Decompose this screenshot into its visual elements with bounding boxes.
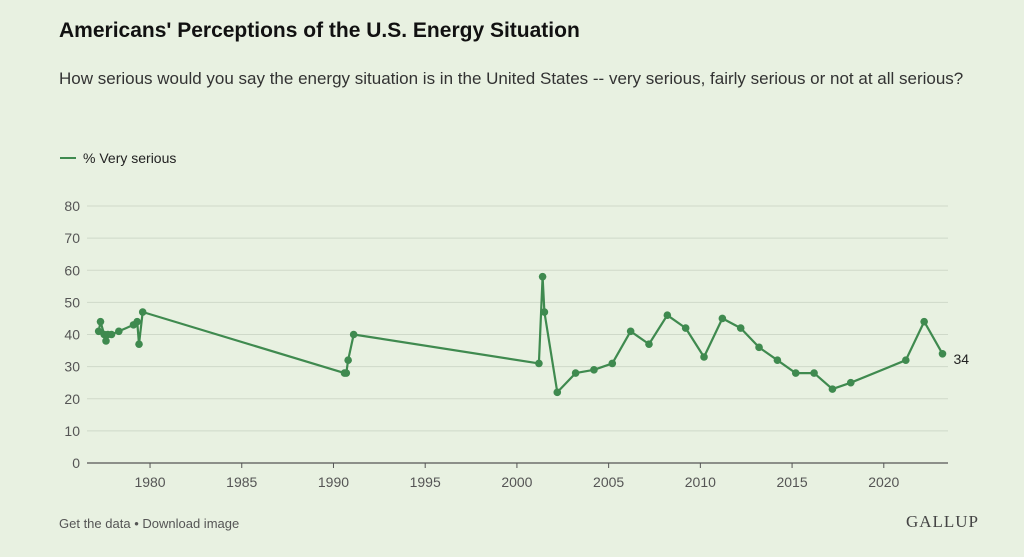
x-tick-label: 2000 [501, 474, 532, 490]
data-point [349, 330, 358, 339]
data-point [645, 340, 653, 348]
footer: Get the data • Download image [59, 516, 239, 531]
chart-subtitle: How serious would you say the energy sit… [59, 69, 964, 88]
data-point [538, 272, 547, 281]
y-tick-label: 10 [64, 423, 80, 439]
data-point [94, 327, 103, 336]
data-point [535, 359, 543, 368]
data-point [135, 340, 143, 348]
data-point [115, 327, 123, 336]
y-tick-label: 60 [64, 262, 80, 278]
data-point [342, 369, 351, 377]
y-tick-label: 70 [64, 230, 80, 246]
x-tick-label: 2005 [593, 474, 624, 490]
data-point [102, 337, 110, 345]
data-point [344, 356, 352, 365]
data-point [791, 369, 800, 377]
x-tick-label: 1990 [318, 474, 349, 490]
x-tick-label: 2020 [868, 474, 899, 490]
x-tick-label: 2010 [685, 474, 716, 490]
data-point [681, 324, 690, 332]
data-point [553, 388, 562, 397]
data-point [138, 308, 147, 316]
y-tick-label: 20 [64, 391, 80, 407]
data-point [608, 359, 617, 368]
data-point [133, 317, 141, 326]
legend: % Very serious [60, 150, 176, 166]
chart-title: Americans' Perceptions of the U.S. Energ… [59, 19, 580, 42]
data-point [626, 327, 635, 336]
data-point [590, 366, 598, 374]
x-tick-label: 1980 [134, 474, 165, 490]
x-tick-label: 2015 [776, 474, 807, 490]
y-tick-label: 50 [64, 294, 80, 310]
x-tick-label: 1985 [226, 474, 257, 490]
gallup-logo: GALLUP [905, 512, 979, 531]
data-point [700, 353, 708, 361]
y-tick-label: 0 [72, 455, 80, 471]
legend-label: % Very serious [83, 150, 177, 166]
data-point [718, 314, 727, 323]
data-point [571, 369, 580, 377]
footer-separator: • [134, 516, 139, 531]
y-tick-label: 80 [64, 198, 80, 214]
data-point [773, 356, 782, 365]
legend-swatch [60, 157, 76, 159]
data-point [663, 311, 672, 320]
data-point [846, 378, 855, 387]
data-point [736, 324, 745, 332]
end-value-label: 34 [953, 351, 969, 367]
data-point [540, 308, 549, 316]
y-tick-label: 30 [64, 359, 80, 375]
data-point [107, 330, 116, 339]
get-data-link[interactable]: Get the data [59, 516, 131, 531]
data-point [902, 356, 910, 365]
data-point [810, 369, 818, 377]
y-tick-label: 40 [64, 327, 80, 343]
download-image-link[interactable]: Download image [142, 516, 240, 531]
data-point [920, 317, 928, 326]
x-tick-label: 1995 [410, 474, 441, 490]
data-point [938, 349, 947, 358]
data-point [96, 317, 105, 326]
data-point [828, 385, 837, 393]
data-point [755, 343, 763, 352]
